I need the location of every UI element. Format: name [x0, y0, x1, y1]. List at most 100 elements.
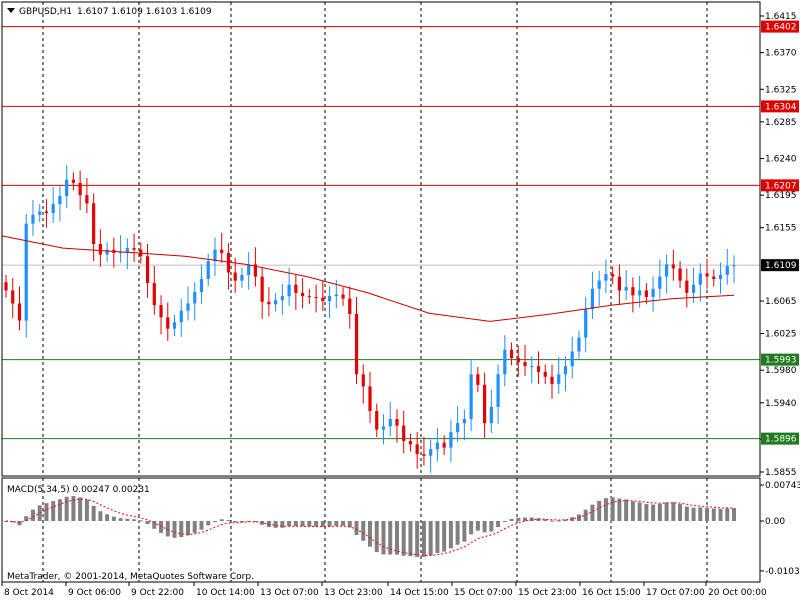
macd-bar — [125, 518, 130, 521]
macd-bar — [603, 498, 608, 521]
macd-bar — [293, 521, 298, 527]
candle-body — [24, 223, 28, 321]
time-label: 13 Oct 23:00 — [324, 588, 383, 598]
candle-body — [260, 276, 264, 302]
candle-body — [78, 182, 82, 196]
support-2-label: 1.5896 — [765, 435, 797, 445]
macd-bar — [179, 521, 184, 537]
candle-body — [543, 371, 547, 377]
macd-bar — [44, 503, 49, 521]
candle-body — [280, 296, 284, 301]
macd-bar — [482, 521, 487, 533]
macd-bar — [732, 508, 736, 521]
chart-header: GBPUSD,H1 1.6107 1.6109 1.6103 1.6109 MA… — [7, 7, 254, 582]
price-tick-label: 1.6155 — [765, 224, 797, 234]
candle-body — [375, 410, 379, 430]
macd-bar — [287, 521, 292, 527]
candle-body — [395, 419, 399, 426]
macd-bar — [617, 498, 622, 521]
macd-bar — [705, 507, 710, 521]
candle-body — [354, 314, 359, 375]
macd-bar — [186, 521, 190, 536]
macd-bar — [509, 518, 514, 521]
support-1-label: 1.5993 — [765, 356, 797, 366]
macd-bar — [523, 517, 528, 521]
candle-body — [489, 406, 493, 424]
macd-bar — [462, 521, 467, 542]
candle-body — [516, 358, 520, 363]
candle-body — [213, 249, 217, 262]
macd-bar — [455, 521, 460, 545]
candle-body — [125, 248, 129, 253]
macd-bar — [529, 517, 534, 521]
candle-body — [348, 298, 352, 315]
price-tick-label: 1.6025 — [765, 330, 797, 340]
macd-bar — [368, 521, 372, 547]
macd-bar — [98, 511, 103, 521]
macd-bar — [543, 519, 548, 521]
candle-body — [685, 280, 689, 293]
macd-panel-frame — [1, 477, 761, 583]
macd-panel[interactable] — [4, 478, 736, 582]
candle-body — [415, 444, 419, 455]
time-label: 8 Oct 2014 — [4, 588, 54, 598]
macd-bar — [516, 517, 521, 521]
macd-bar — [57, 499, 62, 521]
macd-bar — [624, 499, 629, 521]
candle-body — [341, 294, 345, 299]
candle-body — [429, 449, 433, 456]
macd-bar — [145, 521, 150, 525]
macd-bar — [644, 504, 649, 521]
macd-bar — [105, 514, 110, 521]
macd-bar — [428, 521, 433, 556]
macd-bar — [684, 506, 689, 521]
candle-body — [638, 290, 642, 296]
price-tick-label: 1.6325 — [765, 85, 797, 95]
macd-bar — [51, 501, 56, 521]
macd-bar — [637, 502, 642, 521]
macd-bar — [610, 497, 615, 521]
price-tick-label: 1.6065 — [765, 297, 797, 307]
candle-body — [509, 349, 514, 358]
candle-body — [307, 296, 311, 298]
macd-bar — [314, 521, 319, 527]
candle-body — [456, 423, 460, 433]
macd-bar — [64, 496, 69, 521]
candle-body — [11, 290, 15, 304]
macd-bar — [361, 521, 366, 541]
candle-body — [718, 274, 723, 280]
macd-bar — [78, 497, 83, 521]
macd-bar — [71, 496, 76, 521]
macd-bar — [118, 518, 123, 521]
resistance-3-label: 1.6207 — [765, 181, 797, 191]
candle-body — [388, 419, 392, 427]
macd-bar — [698, 507, 703, 521]
candle-body — [233, 272, 237, 281]
macd-bar — [657, 503, 662, 521]
candle-body — [664, 264, 669, 277]
price-panel[interactable] — [1, 2, 760, 476]
candle-body — [226, 252, 231, 273]
candle-body — [577, 337, 581, 352]
macd-bar — [415, 521, 420, 557]
macd-bar — [394, 521, 399, 555]
macd-bar — [664, 502, 669, 521]
macd-bar — [671, 502, 676, 521]
candle-body — [199, 279, 204, 293]
candle-body — [152, 283, 156, 306]
candle-body — [193, 292, 197, 304]
candle-body — [523, 362, 527, 367]
candle-body — [206, 261, 210, 280]
macd-bar — [273, 521, 278, 528]
triangle-down-icon[interactable] — [7, 8, 15, 13]
candle-body — [92, 203, 96, 244]
macd-bar — [253, 521, 258, 522]
macd-label: MACD(5,34,5) 0.00247 0.00231 — [7, 485, 150, 495]
time-label: 9 Oct 22:00 — [131, 588, 184, 598]
macd-bar — [725, 508, 730, 521]
candle-body — [381, 426, 386, 430]
price-tick-label: 1.6285 — [765, 118, 797, 128]
candle-body — [678, 268, 682, 281]
